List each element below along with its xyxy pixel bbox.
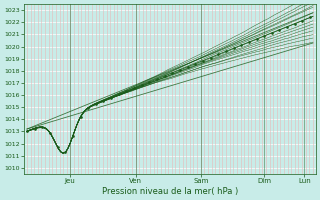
Point <box>308 16 313 19</box>
Point <box>170 71 175 75</box>
Point <box>208 56 213 59</box>
Point <box>269 31 274 34</box>
Point <box>63 151 68 154</box>
X-axis label: Pression niveau de la mer( hPa ): Pression niveau de la mer( hPa ) <box>102 187 238 196</box>
Point <box>178 68 183 71</box>
Point <box>277 28 282 31</box>
Point <box>47 131 52 134</box>
Point <box>162 74 167 78</box>
Point <box>262 34 267 38</box>
Point <box>200 59 205 62</box>
Point <box>254 37 259 41</box>
Point <box>292 22 297 25</box>
Point <box>239 44 244 47</box>
Point <box>300 19 305 22</box>
Point <box>116 93 121 96</box>
Point <box>78 115 83 119</box>
Point <box>93 102 98 105</box>
Point <box>32 127 37 130</box>
Point <box>193 62 198 65</box>
Point <box>216 53 221 56</box>
Point <box>246 40 252 44</box>
Point <box>70 134 76 137</box>
Point <box>155 77 160 81</box>
Point <box>231 47 236 50</box>
Point <box>24 130 29 133</box>
Point <box>139 84 144 87</box>
Point <box>55 145 60 149</box>
Point <box>124 90 129 93</box>
Point <box>86 106 91 109</box>
Point <box>147 81 152 84</box>
Point <box>284 25 290 28</box>
Point <box>132 87 137 90</box>
Point <box>185 65 190 68</box>
Point <box>108 96 114 99</box>
Point <box>40 126 45 129</box>
Point <box>223 50 228 53</box>
Point <box>101 99 106 102</box>
